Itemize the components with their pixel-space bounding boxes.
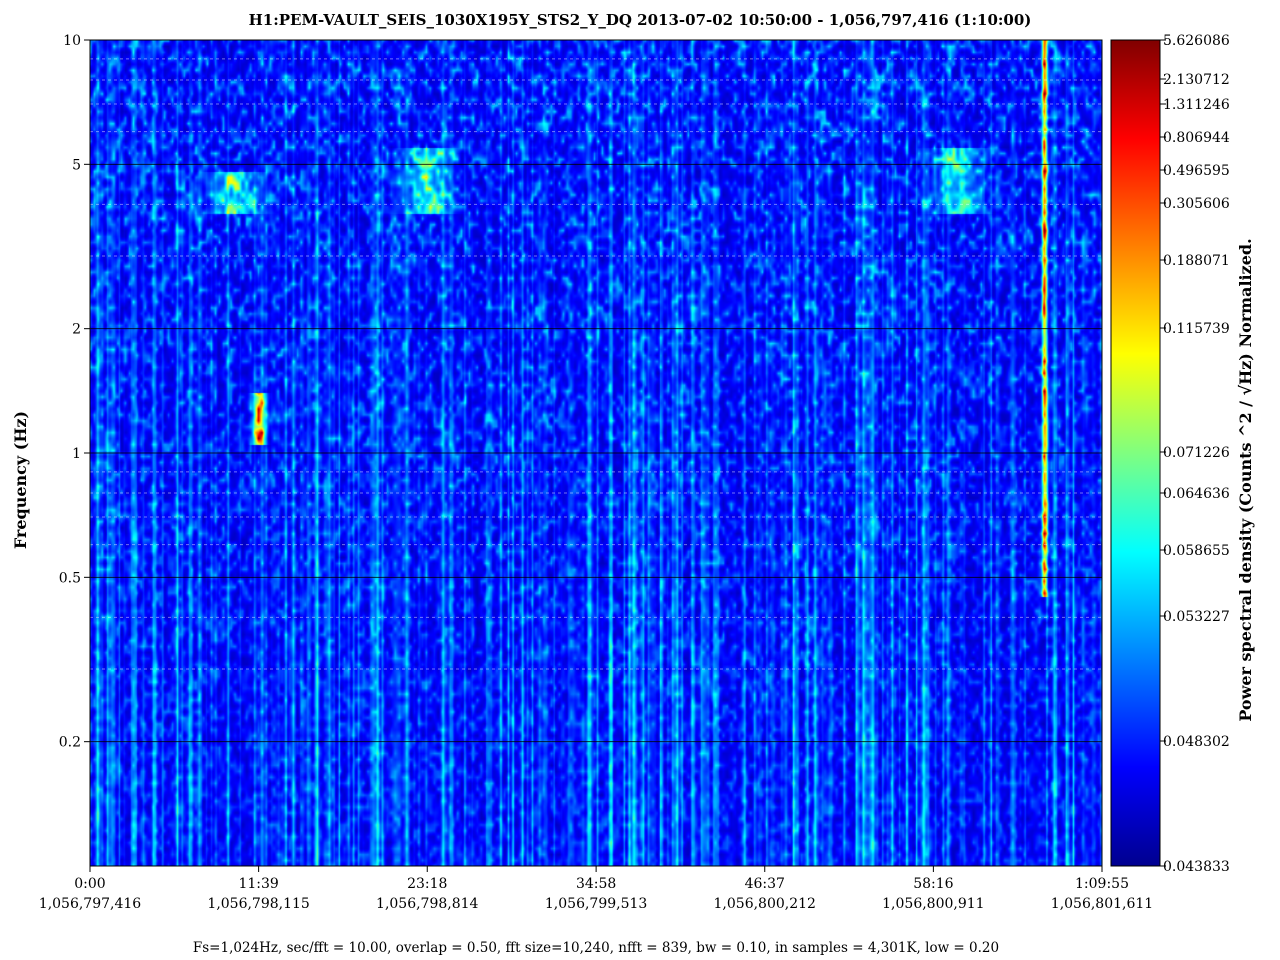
colorbar-tick-label: 0.064636 [1163,486,1230,502]
x-axis: 0:00 1,056,797,416 11:39 1,056,798,115 23:18… [39,866,1153,912]
x-tick-gps-label: 1,056,801,611 [1051,896,1153,912]
y-axis: 10 5 2 1 0.5 0.2 [59,33,90,751]
colorbar-tick-label: 0.071226 [1163,445,1230,461]
colorbar: 5.626086 2.130712 1.311246 0.806944 0.496595… [1110,33,1230,875]
colorbar-label: Power spectral density (Counts ^2 / √Hz)… [1236,238,1255,721]
colorbar-tick-label: 0.188071 [1163,253,1230,269]
colorbar-gradient [1110,39,1161,867]
colorbar-tick-label: 0.806944 [1163,130,1230,146]
x-tick-time-label: 0:00 [74,876,105,892]
x-tick-time-label: 1:09:55 [1075,876,1129,892]
y-tick-label: 0.2 [59,735,81,751]
colorbar-tick-label: 0.043833 [1163,859,1230,875]
colorbar-tick-label: 5.626086 [1163,33,1230,49]
x-tick-time-label: 34:58 [576,876,616,892]
y-tick-label: 5 [72,157,81,173]
x-tick-gps-label: 1,056,799,513 [545,896,647,912]
x-tick-gps-label: 1,056,800,911 [882,896,984,912]
x-tick-time-label: 58:16 [913,876,953,892]
x-tick-time-label: 23:18 [407,876,447,892]
plot-area [89,39,1103,867]
y-tick-label: 10 [63,33,81,49]
colorbar-ticks: 5.626086 2.130712 1.311246 0.806944 0.496595… [1160,33,1230,875]
colorbar-tick-label: 0.305606 [1163,196,1230,212]
colorbar-tick-label: 1.311246 [1163,97,1230,113]
y-tick-label: 0.5 [59,570,81,586]
x-tick-gps-label: 1,056,800,212 [714,896,816,912]
colorbar-tick-label: 0.058655 [1163,543,1230,559]
x-tick-time-label: 46:37 [745,876,785,892]
x-tick-time-label: 11:39 [238,876,278,892]
x-tick-gps-label: 1,056,798,814 [376,896,479,912]
colorbar-tick-label: 0.053227 [1163,609,1230,625]
y-tick-label: 2 [72,322,81,338]
y-tick-label: 1 [72,446,81,462]
x-tick-gps-label: 1,056,798,115 [207,896,309,912]
y-axis-label: Frequency (Hz) [11,411,30,549]
x-tick-gps-label: 1,056,797,416 [39,896,142,912]
colorbar-tick-label: 0.496595 [1163,163,1230,179]
colorbar-tick-label: 2.130712 [1163,72,1230,88]
colorbar-tick-label: 0.115739 [1163,321,1230,337]
colorbar-tick-label: 0.048302 [1163,734,1230,750]
footer-parameters: Fs=1,024Hz, sec/fft = 10.00, overlap = 0… [193,940,999,956]
chart-title: H1:PEM-VAULT_SEIS_1030X195Y_STS2_Y_DQ 20… [249,11,1032,29]
